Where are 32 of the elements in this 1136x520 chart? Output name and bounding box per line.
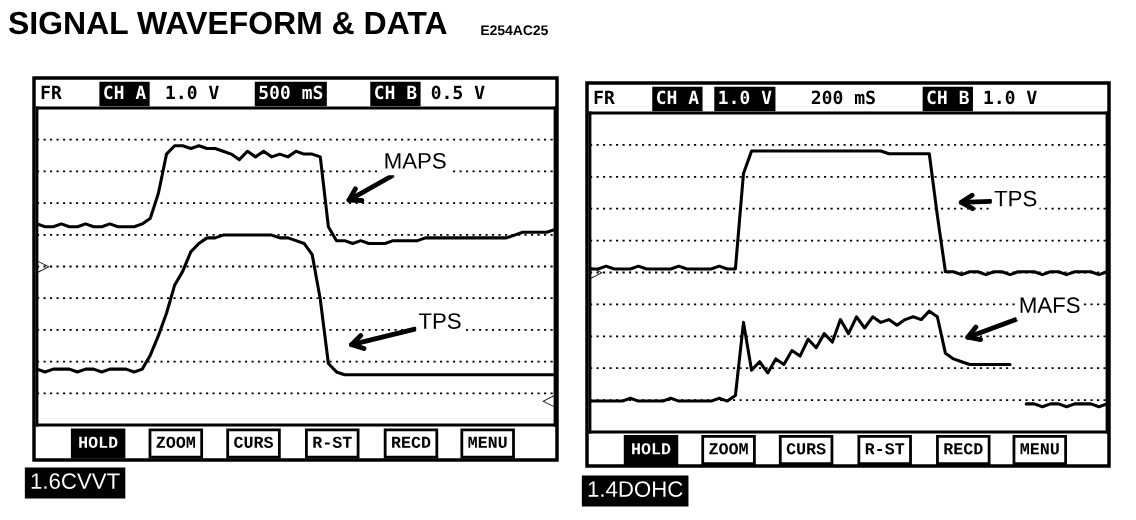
text: 1.0 V bbox=[166, 85, 219, 100]
text: 200 mS bbox=[811, 90, 875, 105]
text: MAFS bbox=[1020, 297, 1080, 314]
text: CURS bbox=[786, 443, 826, 455]
text: R-ST bbox=[313, 436, 352, 448]
text: MENU bbox=[468, 436, 507, 448]
text: FR bbox=[594, 90, 615, 104]
text: CH A bbox=[657, 90, 699, 105]
text: 1.4DOHC bbox=[588, 481, 683, 497]
chart-subtitle: E254AC25 bbox=[481, 25, 548, 36]
text: TPS bbox=[418, 313, 461, 329]
text: MAPS bbox=[385, 152, 446, 169]
text: HOLD bbox=[79, 436, 118, 448]
text: RECD bbox=[392, 436, 431, 448]
text: MENU bbox=[1020, 443, 1059, 455]
text: R-ST bbox=[865, 443, 905, 455]
text: CH B bbox=[927, 90, 969, 105]
text: CURS bbox=[234, 436, 274, 448]
legend-label: TPS bbox=[994, 190, 1037, 207]
text: 0.5 V bbox=[431, 85, 485, 100]
text: 1.6CVVT bbox=[31, 473, 120, 489]
chart-title: SIGNAL WAVEFORM & DATA bbox=[8, 11, 447, 35]
text: CH B bbox=[375, 85, 417, 100]
text: FR bbox=[41, 85, 62, 99]
text: CH A bbox=[104, 85, 146, 100]
text: 1.0 V bbox=[719, 90, 772, 105]
text: ZOOM bbox=[709, 443, 748, 455]
text: ZOOM bbox=[156, 436, 196, 448]
text: RECD bbox=[944, 443, 983, 455]
text: 1.0 V bbox=[984, 90, 1037, 105]
text: HOLD bbox=[632, 443, 671, 455]
text: 500 mS bbox=[259, 85, 323, 100]
